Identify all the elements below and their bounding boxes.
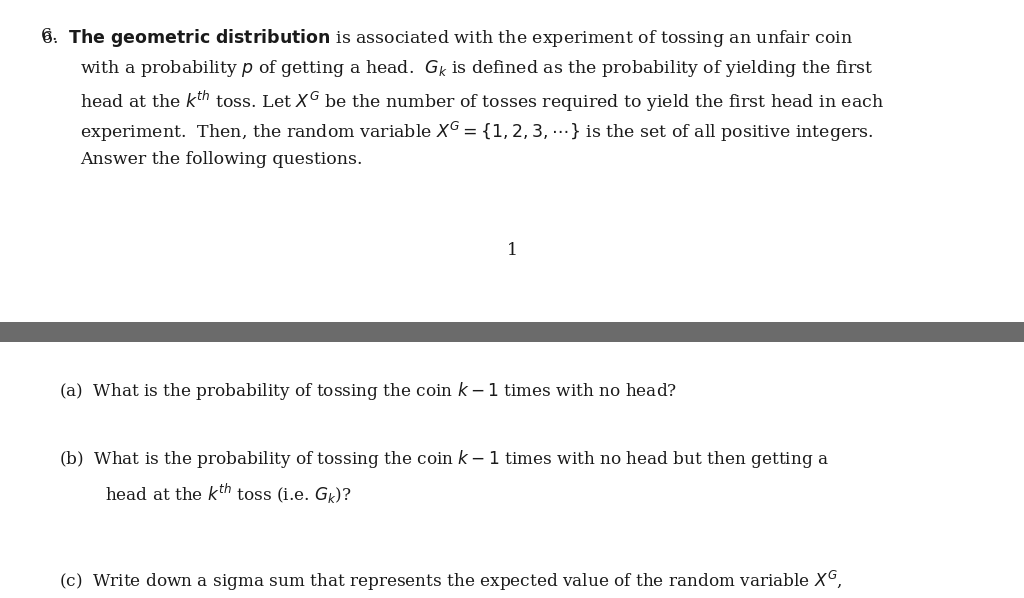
Text: 1: 1	[507, 242, 517, 259]
Text: experiment.  Then, the random variable $X^G = \{1, 2, 3, \cdots\}$ is the set of: experiment. Then, the random variable $X…	[80, 120, 873, 144]
Text: (a)  What is the probability of tossing the coin $k-1$ times with no head?: (a) What is the probability of tossing t…	[59, 380, 678, 402]
Text: head at the $k^{th}$ toss. Let $X^G$ be the number of tosses required to yield t: head at the $k^{th}$ toss. Let $X^G$ be …	[80, 89, 884, 114]
Bar	[0, 322, 1024, 342]
Text: Answer the following questions.: Answer the following questions.	[80, 151, 362, 168]
Text: head at the $k^{th}$ toss (i.e. $G_k$)?: head at the $k^{th}$ toss (i.e. $G_k$)?	[105, 481, 352, 505]
Text: (b)  What is the probability of tossing the coin $k-1$ times with no head but th: (b) What is the probability of tossing t…	[59, 448, 829, 471]
Text: (c)  Write down a sigma sum that represents the expected value of the random var: (c) Write down a sigma sum that represen…	[59, 569, 843, 593]
Text: 6.: 6.	[41, 27, 69, 44]
Text: with a probability $p$ of getting a head.  $G_k$ is defined as the probability o: with a probability $p$ of getting a head…	[80, 58, 872, 79]
Text: 6.  $\bf{The\ geometric\ distribution}$ is associated with the experiment of tos: 6. $\bf{The\ geometric\ distribution}$ i…	[41, 27, 853, 49]
